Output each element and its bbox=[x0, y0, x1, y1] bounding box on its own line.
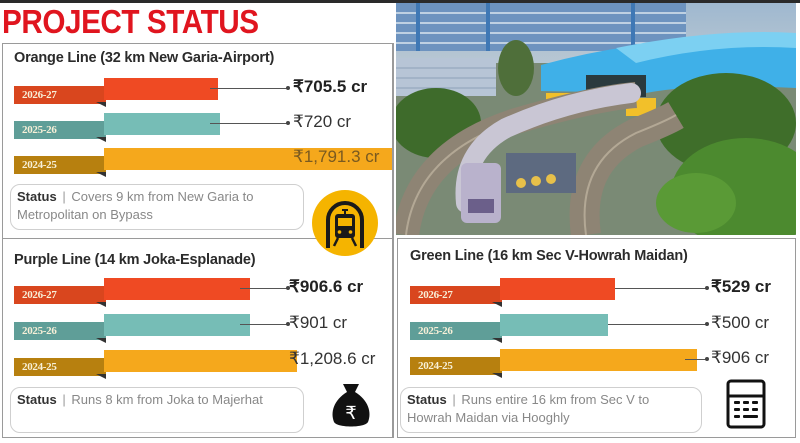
leader-line bbox=[240, 288, 288, 289]
status-text: Runs entire 16 km from Sec V to Howrah M… bbox=[407, 392, 650, 425]
tag-fold bbox=[96, 102, 106, 107]
orange-status-box: Status | Covers 9 km from New Garia to M… bbox=[10, 184, 304, 230]
year-tag: 2025-26 bbox=[14, 121, 106, 139]
value-label: ₹906.6 cr bbox=[289, 277, 364, 296]
value-label: ₹529 cr bbox=[711, 277, 771, 296]
status-separator: | bbox=[452, 392, 456, 407]
tag-fold bbox=[492, 338, 502, 343]
tag-fold bbox=[492, 373, 502, 378]
leader-line bbox=[608, 324, 707, 325]
year-tag: 2024-25 bbox=[14, 156, 106, 174]
value-bar bbox=[104, 113, 220, 135]
status-label: Status bbox=[17, 189, 57, 204]
tag-fold bbox=[96, 137, 106, 142]
year-tag: 2026-27 bbox=[410, 286, 502, 304]
purple-row-2025-26: 2025-26 ₹901 cr bbox=[14, 313, 384, 343]
year-tag: 2026-27 bbox=[14, 86, 106, 104]
tag-fold bbox=[96, 172, 106, 177]
status-text: Runs 8 km from Joka to Majerhat bbox=[71, 392, 263, 407]
purple-line-heading: Purple Line (14 km Joka-Esplanade) bbox=[14, 252, 256, 268]
leader-line bbox=[685, 359, 707, 360]
year-tag: 2025-26 bbox=[14, 322, 106, 340]
status-label: Status bbox=[407, 392, 447, 407]
year-tag: 2024-25 bbox=[410, 357, 502, 375]
tag-fold bbox=[96, 302, 106, 307]
tag-fold bbox=[96, 374, 106, 379]
orange-row-2025-26: 2025-26 ₹720 cr bbox=[14, 112, 384, 142]
year-tag: 2026-27 bbox=[14, 286, 106, 304]
leader-line bbox=[615, 288, 707, 289]
value-label: ₹906 cr bbox=[711, 348, 770, 367]
value-bar bbox=[104, 78, 218, 100]
value-bar bbox=[500, 314, 608, 336]
leader-dot bbox=[286, 286, 290, 290]
value-label: ₹705.5 cr bbox=[293, 77, 368, 96]
tag-fold bbox=[492, 302, 502, 307]
value-bar bbox=[104, 314, 250, 336]
value-bar bbox=[104, 148, 392, 170]
leader-dot bbox=[705, 322, 709, 326]
value-label: ₹1,208.6 cr bbox=[289, 349, 376, 368]
status-label: Status bbox=[17, 392, 57, 407]
status-text: Covers 9 km from New Garia to Metropolit… bbox=[17, 189, 254, 222]
leader-dot bbox=[705, 357, 709, 361]
calculator-icon bbox=[725, 378, 767, 430]
green-row-2026-27: 2026-27 ₹529 cr bbox=[410, 277, 790, 307]
green-row-2024-25: 2024-25 ₹906 cr bbox=[410, 348, 790, 378]
green-line-heading: Green Line (16 km Sec V-Howrah Maidan) bbox=[410, 248, 688, 264]
panel-divider bbox=[392, 43, 394, 438]
metro-photo bbox=[396, 3, 796, 235]
leader-dot bbox=[286, 322, 290, 326]
green-row-2025-26: 2025-26 ₹500 cr bbox=[410, 313, 790, 343]
value-bar bbox=[104, 278, 250, 300]
green-status-box: Status | Runs entire 16 km from Sec V to… bbox=[400, 387, 702, 433]
metro-train-icon bbox=[312, 190, 378, 256]
purple-status-box: Status | Runs 8 km from Joka to Majerhat bbox=[10, 387, 304, 433]
value-label: ₹1,791.3 cr bbox=[293, 147, 380, 166]
year-tag: 2024-25 bbox=[14, 358, 106, 376]
value-bar bbox=[500, 278, 615, 300]
purple-row-2024-25: 2024-25 ₹1,208.6 cr bbox=[14, 349, 384, 379]
value-label: ₹500 cr bbox=[711, 313, 770, 332]
leader-line bbox=[240, 324, 288, 325]
purple-row-2026-27: 2026-27 ₹906.6 cr bbox=[14, 277, 384, 307]
value-label: ₹720 cr bbox=[293, 112, 352, 131]
leader-line bbox=[210, 88, 288, 89]
leader-dot bbox=[286, 121, 290, 125]
page-title: PROJECT STATUS bbox=[2, 3, 259, 40]
status-separator: | bbox=[62, 392, 66, 407]
orange-row-2026-27: 2026-27 ₹705.5 cr bbox=[14, 77, 384, 107]
value-bar bbox=[104, 350, 297, 372]
value-label: ₹901 cr bbox=[289, 313, 348, 332]
leader-dot bbox=[286, 86, 290, 90]
orange-line-heading: Orange Line (32 km New Garia-Airport) bbox=[14, 50, 275, 66]
orange-row-2024-25: 2024-25 ₹1,791.3 cr bbox=[14, 147, 392, 177]
tag-fold bbox=[96, 338, 106, 343]
top-border bbox=[0, 0, 800, 3]
status-separator: | bbox=[62, 189, 66, 204]
value-bar bbox=[500, 349, 697, 371]
leader-dot bbox=[705, 286, 709, 290]
leader-line bbox=[210, 123, 288, 124]
svg-text:₹: ₹ bbox=[345, 403, 356, 424]
money-bag-rupee-icon: ₹ bbox=[328, 380, 374, 430]
year-tag: 2025-26 bbox=[410, 322, 502, 340]
